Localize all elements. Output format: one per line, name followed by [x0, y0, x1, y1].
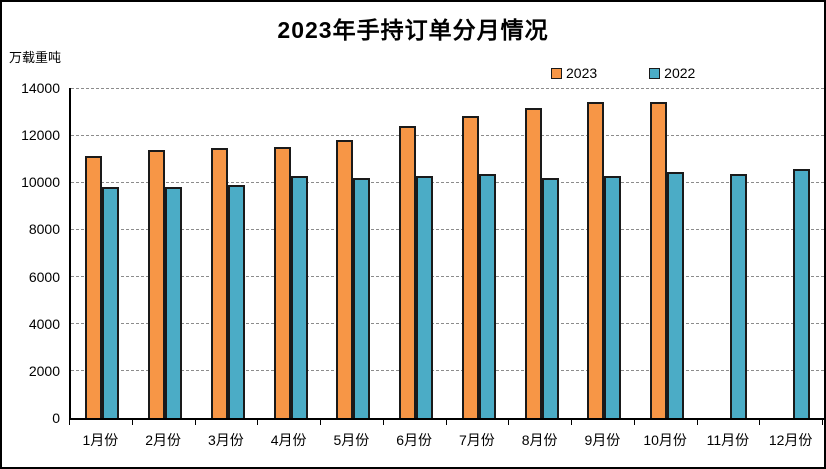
x-tick-label: 11月份 — [706, 432, 750, 448]
bar-2022 — [792, 169, 810, 418]
y-tick-label: 2000 — [28, 362, 60, 379]
bar-2022 — [102, 187, 120, 418]
plot-area — [69, 87, 824, 420]
bar-2023 — [85, 156, 103, 418]
category-cell — [71, 88, 134, 418]
chart-title: 2023年手持订单分月情况 — [277, 17, 549, 43]
bar-2023 — [650, 102, 668, 418]
bar-2023 — [587, 102, 605, 418]
legend-label-2022: 2022 — [664, 65, 696, 81]
category-cell — [385, 88, 448, 418]
bar-2022 — [165, 187, 183, 418]
x-tick-label: 9月份 — [584, 432, 621, 448]
legend-entry-2022: 2022 — [649, 65, 695, 81]
axis-tick — [382, 420, 384, 425]
axis-tick — [696, 420, 698, 425]
x-tick-label: 4月份 — [270, 432, 307, 448]
axis-tick — [759, 420, 761, 425]
bar-2023 — [210, 148, 228, 418]
y-tick-label: 4000 — [28, 315, 60, 332]
x-tick-label: 2月份 — [145, 432, 182, 448]
bar-2022 — [416, 176, 434, 418]
bar-2023 — [461, 116, 479, 418]
category-cell — [134, 88, 197, 418]
axis-tick — [320, 420, 321, 425]
x-tick-label: 12月份 — [768, 432, 813, 448]
gridline — [71, 181, 824, 183]
y-tick-label: 8000 — [28, 221, 60, 238]
x-tick-label: 8月份 — [521, 432, 558, 448]
gridline — [71, 370, 824, 372]
legend-label-2023: 2023 — [566, 65, 598, 81]
bar-2023 — [148, 150, 166, 418]
gridline — [71, 134, 824, 136]
legend-swatch-2023-icon — [551, 67, 562, 79]
category-cell — [510, 88, 573, 418]
bar-2023 — [524, 108, 542, 418]
bar-2022 — [353, 177, 371, 418]
bar-2022 — [290, 176, 308, 418]
bar-2022 — [541, 177, 559, 418]
axis-tick — [69, 420, 70, 425]
x-tick-label: 5月份 — [333, 432, 370, 448]
axis-tick — [633, 420, 635, 425]
axis-tick — [508, 420, 510, 425]
y-tick-label: 10000 — [21, 174, 60, 191]
category-cell — [322, 88, 385, 418]
axis-tick — [194, 420, 196, 425]
gridline — [71, 323, 824, 325]
x-tick-label: 1月份 — [82, 432, 119, 448]
axis-tick — [257, 420, 259, 425]
axis-tick — [571, 420, 572, 425]
category-cell — [636, 88, 699, 418]
y-tick-label: 14000 — [21, 80, 60, 96]
bar-2022 — [604, 176, 622, 418]
bar-2023 — [399, 125, 417, 418]
category-cell — [197, 88, 260, 418]
x-tick-label: 10月份 — [643, 432, 687, 448]
axis-tick — [131, 420, 133, 425]
y-axis-unit-label: 万载重吨 — [9, 50, 62, 65]
bar-2022 — [667, 171, 685, 418]
category-cell — [259, 88, 322, 418]
x-tick-label: 7月份 — [458, 432, 495, 448]
gridline — [71, 228, 824, 230]
x-tick-label: 3月份 — [207, 432, 244, 448]
legend-swatch-2022-icon — [649, 67, 661, 79]
axis-tick — [445, 420, 447, 425]
category-cell — [573, 88, 636, 418]
bar-2022 — [478, 174, 496, 418]
x-tick-label: 6月份 — [396, 432, 433, 448]
bar-2023 — [273, 146, 291, 418]
gridline — [71, 276, 824, 278]
category-cell — [761, 88, 824, 418]
category-cell — [699, 88, 762, 418]
y-tick-label: 12000 — [21, 127, 60, 144]
legend: 2023 2022 — [551, 65, 695, 81]
gridline — [71, 87, 824, 89]
bar-2023 — [336, 139, 354, 418]
bar-2022 — [729, 174, 747, 418]
y-tick-label: 6000 — [28, 268, 60, 285]
y-tick-label: 0 — [52, 410, 60, 426]
legend-entry-2023: 2023 — [551, 65, 597, 81]
bar-2022 — [227, 184, 245, 418]
axis-tick — [822, 420, 823, 425]
category-cell — [448, 88, 511, 418]
